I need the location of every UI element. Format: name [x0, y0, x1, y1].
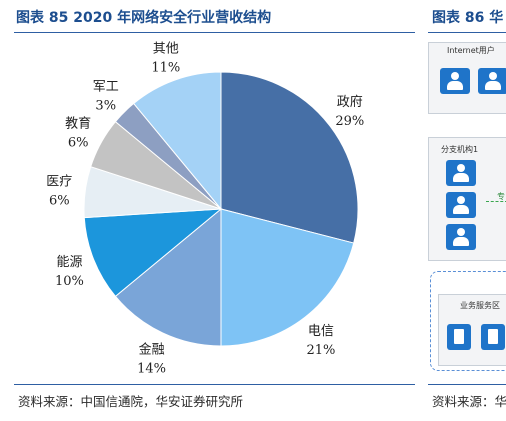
- pie-category-label: 军工: [93, 80, 119, 95]
- pie-value-label: 6%: [49, 194, 70, 209]
- pie-category-label: 能源: [56, 255, 82, 270]
- user-icon: [440, 68, 470, 94]
- branch-office-label: 分支机构1: [441, 145, 479, 154]
- pie-slice-0: [220, 71, 359, 244]
- server-icon: [481, 324, 505, 350]
- pie-value-label: 29%: [335, 114, 364, 129]
- pie-category-label: 其他: [153, 42, 179, 57]
- pie-slice-1: [220, 208, 355, 347]
- server-icon: [447, 324, 471, 350]
- pie-label-1: 电信 21%: [306, 324, 335, 358]
- pie-label-0: 政府 29%: [335, 95, 364, 129]
- pie-category-label: 电信: [308, 324, 334, 339]
- figure-85-source: 资料来源：中国信通院，华安证券研究所: [18, 394, 244, 409]
- dedicated-line-label: 专: [497, 192, 505, 201]
- pie-value-label: 14%: [137, 361, 166, 376]
- user-icon: [446, 224, 476, 250]
- user-icon: [478, 68, 506, 94]
- pie-category-label: 教育: [65, 115, 91, 131]
- pie-slice-3: [83, 208, 223, 298]
- pie-label-6: 军工 3%: [93, 80, 119, 114]
- pie-value-label: 6%: [68, 135, 89, 150]
- pie-value-label: 3%: [95, 99, 116, 114]
- figure-86-title: 图表 86 华: [432, 10, 504, 26]
- top-rule-left: [14, 32, 415, 33]
- pie-category-label: 政府: [337, 95, 363, 110]
- pie-label-2: 金融 14%: [137, 341, 166, 376]
- pie-category-label: 金融: [139, 341, 165, 357]
- pie-label-5: 教育 6%: [65, 115, 91, 150]
- service-zone-label: 业务服务区: [460, 301, 500, 310]
- pie-slice-2: [114, 207, 222, 347]
- figure-85-title: 图表 85 2020 年网络安全行业营收结构: [16, 10, 272, 26]
- dedicated-line: [486, 201, 506, 202]
- internet-users-label: Internet用户: [447, 46, 495, 55]
- pie-label-4: 医疗 6%: [46, 175, 72, 209]
- user-icon: [446, 160, 476, 186]
- pie-category-label: 医疗: [46, 175, 72, 190]
- top-rule-right: [428, 32, 506, 33]
- pie-value-label: 10%: [55, 274, 84, 289]
- pie-label-7: 其他 11%: [151, 42, 180, 76]
- bottom-rule-left: [14, 384, 415, 385]
- bottom-rule-right: [428, 384, 506, 385]
- user-icon: [446, 192, 476, 218]
- pie-value-label: 11%: [151, 61, 180, 76]
- figure-86-source: 资料来源：华: [432, 394, 506, 409]
- pie-label-3: 能源 10%: [55, 255, 84, 289]
- pie-value-label: 21%: [306, 343, 335, 358]
- pie-slice-7: [132, 71, 222, 211]
